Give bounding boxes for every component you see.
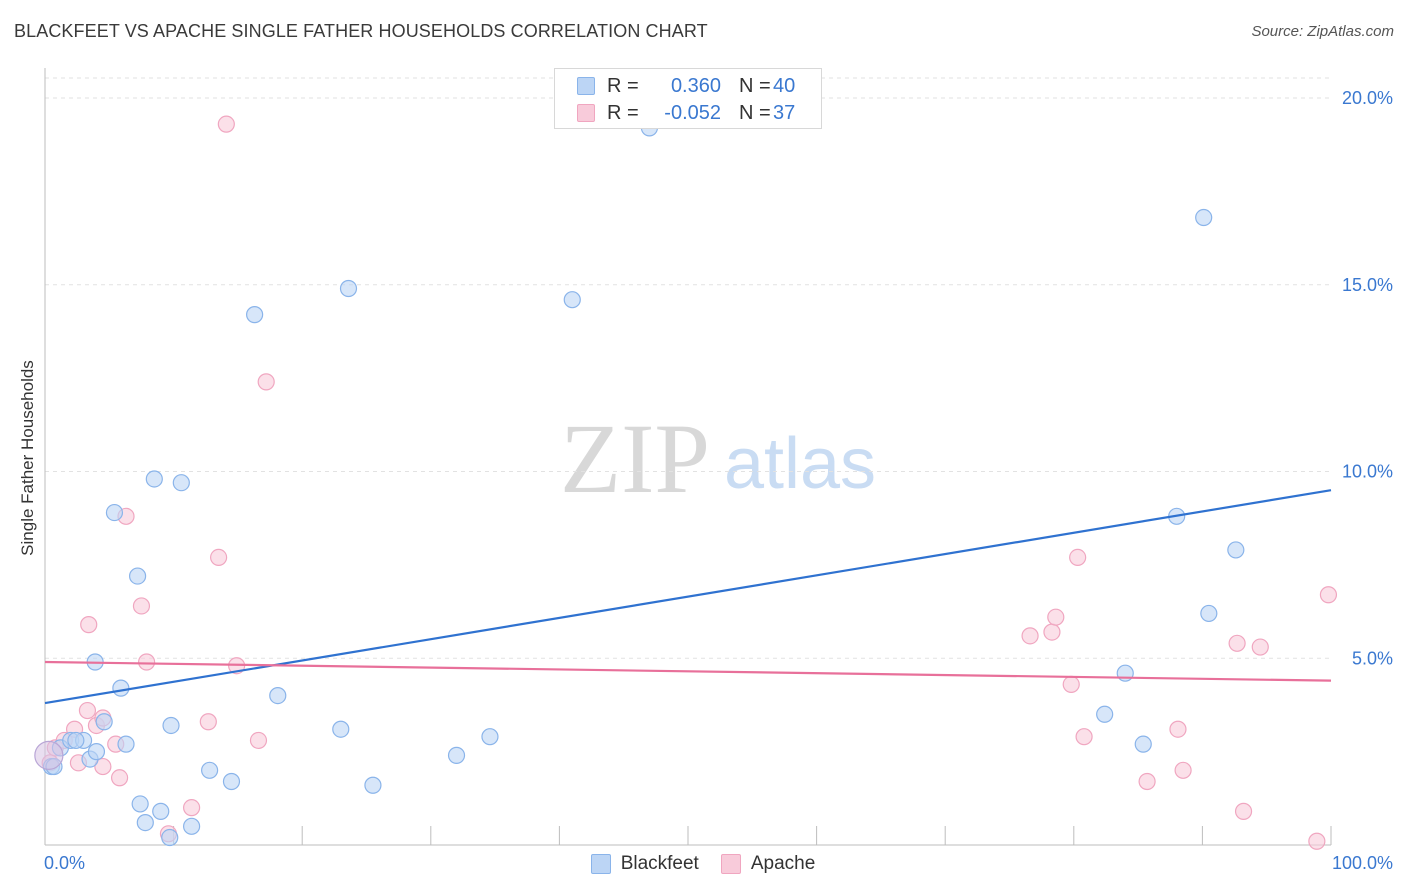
blackfeet-point <box>112 679 130 697</box>
apache-point <box>1138 772 1156 791</box>
r-label: R = <box>607 74 639 97</box>
apache-point <box>1021 627 1039 645</box>
watermark-atlas: atlas <box>724 424 876 504</box>
blackfeet-point <box>339 279 358 298</box>
apache-point <box>132 597 151 615</box>
blackfeet-point <box>117 735 135 753</box>
r-value: 0.360 <box>670 74 721 97</box>
y-tick-label: 10.0% <box>1342 462 1393 482</box>
blackfeet-point <box>183 817 201 835</box>
apache-point <box>210 548 228 567</box>
blackfeet-point <box>136 813 154 832</box>
stats-legend: R = 0.360 N = 40 R = -0.052 N = 37 <box>554 68 822 129</box>
blackfeet-point <box>246 306 264 324</box>
blackfeet-point <box>172 474 190 492</box>
apache-point <box>1319 586 1338 604</box>
legend-item-apache[interactable]: Apache <box>720 853 816 875</box>
apache-point <box>80 616 98 634</box>
apache-point <box>1251 638 1269 656</box>
y-tick-label: 5.0% <box>1352 648 1393 668</box>
apache-point <box>94 757 112 776</box>
blackfeet-point <box>87 743 106 761</box>
apache-point <box>1169 720 1187 738</box>
watermark-zip: ZIP <box>560 403 710 514</box>
apache-point <box>1069 548 1087 567</box>
r-value: -0.052 <box>664 101 721 124</box>
blackfeet-point <box>269 686 287 705</box>
blackfeet-point <box>131 795 149 813</box>
apache-trend-line <box>44 660 1332 682</box>
legend-row-blackfeet: R = 0.360 N = 40 <box>577 74 795 98</box>
series-legend: Blackfeet Apache <box>0 852 1406 876</box>
blackfeet-point <box>222 772 241 791</box>
apache-point <box>110 769 129 787</box>
apache-point <box>1174 761 1192 779</box>
y-tick-label: 15.0% <box>1342 275 1393 295</box>
apache-point <box>78 701 97 720</box>
blackfeet-point <box>364 776 382 794</box>
apache-legend-swatch <box>720 854 741 874</box>
blackfeet-point <box>152 802 170 820</box>
blackfeet-point <box>201 761 219 779</box>
apache-point <box>1228 634 1246 652</box>
blackfeet-point <box>162 716 180 735</box>
apache-point <box>1047 608 1065 626</box>
legend-row-apache: R = -0.052 N = 37 <box>577 101 795 125</box>
blackfeet-point <box>1200 604 1218 623</box>
blackfeet-legend-swatch <box>590 854 611 874</box>
blackfeet-point <box>1195 208 1213 227</box>
apache-point <box>1075 728 1093 746</box>
blackfeet-point <box>128 567 147 585</box>
apache-point <box>217 115 235 133</box>
source-note: Source: ZipAtlas.com <box>1251 23 1394 40</box>
blackfeet-point <box>447 746 466 764</box>
r-label: R = <box>607 101 639 124</box>
x-tick-label-max: 100.0% <box>1332 853 1393 873</box>
n-label: N = <box>739 74 771 97</box>
blackfeet-point <box>1227 541 1245 559</box>
n-value: 40 <box>773 74 796 97</box>
n-label: N = <box>739 101 771 124</box>
blackfeet-point <box>67 731 85 750</box>
cluster-point <box>34 740 64 770</box>
apache-point <box>1043 623 1061 641</box>
legend-label-blackfeet: Blackfeet <box>620 853 699 874</box>
apache-point <box>249 731 268 750</box>
apache-swatch <box>577 104 595 122</box>
apache-point <box>257 373 275 391</box>
n-value: 37 <box>773 101 796 124</box>
apache-point <box>1308 832 1326 850</box>
apache-point <box>199 713 217 731</box>
blackfeet-point <box>563 291 581 309</box>
blackfeet-point <box>95 713 113 731</box>
blackfeet-point <box>1134 735 1152 753</box>
legend-label-apache: Apache <box>750 853 816 874</box>
blackfeet-point <box>1096 705 1114 723</box>
blackfeet-point <box>481 728 499 746</box>
apache-point <box>183 799 201 817</box>
apache-point <box>1062 675 1080 693</box>
apache-point <box>1234 802 1253 820</box>
blackfeet-swatch <box>577 77 595 95</box>
chart-title: BLACKFEET VS APACHE SINGLE FATHER HOUSEH… <box>14 21 708 41</box>
apache-point <box>137 653 156 671</box>
x-tick-label-min: 0.0% <box>44 853 85 873</box>
blackfeet-point <box>105 503 124 522</box>
legend-item-blackfeet[interactable]: Blackfeet <box>590 853 699 875</box>
blackfeet-trend-line <box>44 489 1332 705</box>
blackfeet-point <box>145 470 163 488</box>
blackfeet-point <box>332 720 350 738</box>
y-tick-label: 20.0% <box>1342 88 1393 108</box>
blackfeet-point <box>161 828 179 847</box>
